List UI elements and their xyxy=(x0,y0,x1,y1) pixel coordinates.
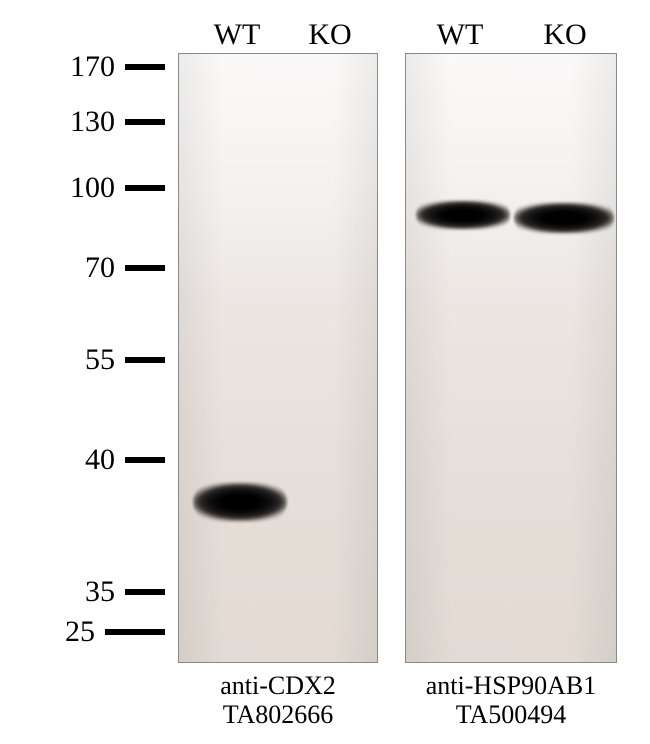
mw-marker: 25 xyxy=(35,615,165,649)
lane-label: KO xyxy=(308,18,351,52)
lane-label: WT xyxy=(214,18,261,52)
caption-hsp90ab1: anti-HSP90AB1 TA500494 xyxy=(426,672,596,729)
mw-marker-label: 55 xyxy=(55,343,115,377)
mw-marker-tick xyxy=(125,64,165,70)
mw-marker: 35 xyxy=(55,575,165,609)
mw-marker-tick xyxy=(125,185,165,191)
mw-marker: 100 xyxy=(55,171,165,205)
mw-marker-tick xyxy=(125,457,165,463)
mw-marker-label: 25 xyxy=(35,615,95,649)
mw-marker-label: 40 xyxy=(55,443,115,477)
mw-marker-tick xyxy=(125,265,165,271)
blot-shadow-right xyxy=(570,54,616,662)
blot-band xyxy=(193,482,287,522)
mw-marker-label: 35 xyxy=(55,575,115,609)
mw-marker-label: 130 xyxy=(55,105,115,139)
mw-marker-label: 100 xyxy=(55,171,115,205)
lane-label: WT xyxy=(437,18,484,52)
mw-marker: 130 xyxy=(55,105,165,139)
blot-panel-hsp90ab1 xyxy=(405,53,617,663)
mw-marker-tick xyxy=(125,119,165,125)
mw-marker-label: 170 xyxy=(55,50,115,84)
blot-band xyxy=(416,200,510,230)
mw-marker: 55 xyxy=(55,343,165,377)
caption-line-1: anti-CDX2 xyxy=(220,672,336,701)
western-blot-figure: 170 130 100 70 55 40 35 25 WT KO WT KO anti-CDX2 T… xyxy=(0,0,650,744)
caption-line-2: TA802666 xyxy=(220,701,336,730)
blot-highlight xyxy=(179,54,377,328)
blot-shadow-right xyxy=(333,54,377,662)
blot-highlight xyxy=(406,54,616,328)
caption-cdx2: anti-CDX2 TA802666 xyxy=(220,672,336,729)
blot-shadow-left xyxy=(179,54,223,662)
blot-panel-cdx2 xyxy=(178,53,378,663)
mw-marker-label: 70 xyxy=(55,251,115,285)
blot-shadow-left xyxy=(406,54,452,662)
mw-ladder: 170 130 100 70 55 40 35 25 xyxy=(0,0,165,744)
caption-line-1: anti-HSP90AB1 xyxy=(426,672,596,701)
lane-label: KO xyxy=(543,18,586,52)
mw-marker-tick xyxy=(105,629,165,635)
mw-marker-tick xyxy=(125,357,165,363)
mw-marker: 170 xyxy=(55,50,165,84)
caption-line-2: TA500494 xyxy=(426,701,596,730)
blot-band xyxy=(514,202,614,234)
mw-marker: 40 xyxy=(55,443,165,477)
mw-marker-tick xyxy=(125,589,165,595)
mw-marker: 70 xyxy=(55,251,165,285)
